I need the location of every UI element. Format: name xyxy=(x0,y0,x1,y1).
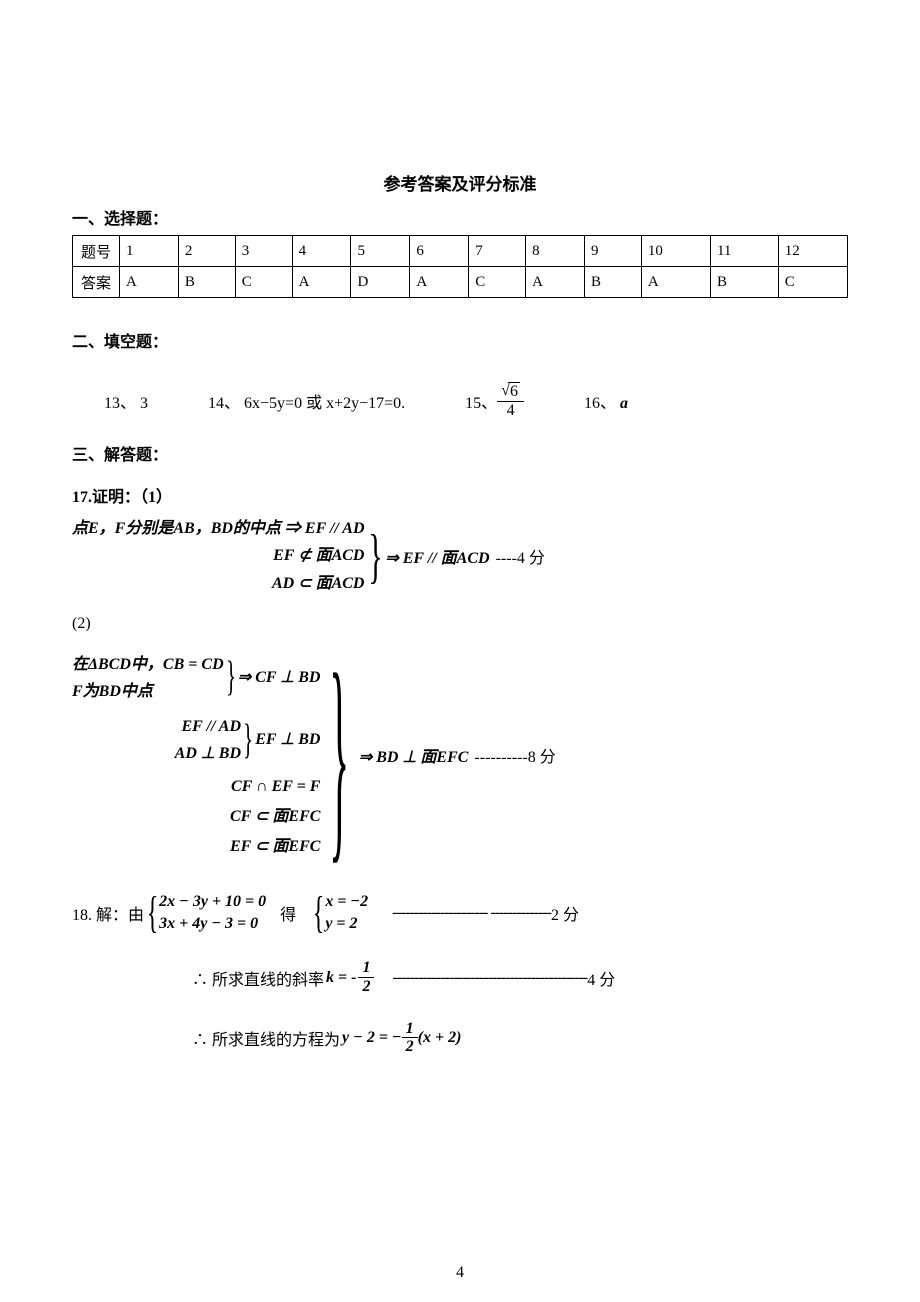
q18-final-pre: ∴ 所求直线的方程为 xyxy=(192,1026,340,1050)
right-brace-icon: } xyxy=(368,532,382,580)
col-header: 1 xyxy=(120,236,179,267)
q18-mid: 得 xyxy=(280,901,296,925)
q18-slope-frac: 1 2 xyxy=(358,959,374,995)
q17-2-c1: CF ∩ EF = F xyxy=(72,772,320,802)
q17-heading: 17.证明：（1） xyxy=(72,483,848,507)
q17-2-b1: EF // AD xyxy=(175,713,241,740)
q17-2-b2: AD ⊥ BD xyxy=(175,740,241,767)
q18-final-frac: 1 2 xyxy=(402,1020,418,1056)
col-header: 6 xyxy=(410,236,469,267)
answer-cell: C xyxy=(469,267,526,298)
answer-cell: C xyxy=(235,267,292,298)
q13-label: 13、 xyxy=(104,395,136,412)
q18-sol2: y = 2 xyxy=(325,913,368,935)
col-header: 4 xyxy=(292,236,351,267)
q17-2-a-concl: ⇒ CF ⊥ BD xyxy=(238,663,321,693)
q18-head: 18. 解：由 xyxy=(72,901,144,925)
q18-sol1: x = −2 xyxy=(325,891,368,913)
q16-value: a xyxy=(620,395,628,412)
q18-score1: 2 分 xyxy=(551,901,579,925)
left-brace-icon: { xyxy=(313,895,325,930)
q18-eq1: 2x − 3y + 10 = 0 xyxy=(159,891,266,913)
answer-cell: B xyxy=(710,267,778,298)
q17-1-proof: 点E，F分别是AB，BD的中点 ⇒ EF // AD EF ⊄ 面ACD AD … xyxy=(72,515,848,597)
answer-cell: B xyxy=(178,267,235,298)
q18-slope-text: ∴ 所求直线的斜率 xyxy=(192,966,324,990)
frac-den: 2 xyxy=(402,1038,418,1056)
answer-cell: A xyxy=(526,267,585,298)
q15-numerator: 6 xyxy=(508,382,520,401)
answer-cell: B xyxy=(584,267,641,298)
q17-2-a2: F为BD中点 xyxy=(72,678,224,705)
q16-label: 16、 xyxy=(584,395,616,412)
score-dash: ----------------------------------------… xyxy=(392,969,587,987)
q17-2-score: ----------8 分 xyxy=(474,743,555,767)
section3-heading: 三、解答题： xyxy=(72,441,848,465)
section1-heading: 一、选择题： xyxy=(72,205,848,229)
frac-num: 1 xyxy=(402,1020,418,1039)
col-header: 3 xyxy=(235,236,292,267)
q14-label: 14、 xyxy=(208,395,240,412)
col-header: 8 xyxy=(526,236,585,267)
answer-table: 题号 1 2 3 4 5 6 7 8 9 10 11 12 答案 A B C A… xyxy=(72,235,848,298)
row-label: 题号 xyxy=(73,236,120,267)
frac-den: 2 xyxy=(358,978,374,996)
fill-answers: 13、 3 14、 6x−5y=0 或 x+2y−17=0. 15、 √6 4 … xyxy=(104,382,848,419)
q15: 15、 √6 4 xyxy=(465,382,524,419)
right-brace-icon: } xyxy=(330,665,350,844)
q18-eq2: 3x + 4y − 3 = 0 xyxy=(159,913,266,935)
score-dash: ---------------------- -------------- xyxy=(392,904,551,922)
q15-label: 15、 xyxy=(465,389,497,413)
q18-block: 18. 解：由 { 2x − 3y + 10 = 0 3x + 4y − 3 =… xyxy=(72,891,848,1056)
right-brace-icon: } xyxy=(226,661,236,695)
row-label: 答案 xyxy=(73,267,120,298)
col-header: 12 xyxy=(778,236,847,267)
q13-value: 3 xyxy=(140,395,148,412)
page-title: 参考答案及评分标准 xyxy=(72,170,848,195)
q18-final-rhs: (x + 2) xyxy=(418,1029,462,1047)
q17-2-proof: 在ΔBCD中，CB = CD F为BD中点 } ⇒ CF ⊥ BD EF // … xyxy=(72,647,848,863)
table-row: 题号 1 2 3 4 5 6 7 8 9 10 11 12 xyxy=(73,236,848,267)
q18-slope-k: k = - xyxy=(326,969,356,987)
q13: 13、 3 xyxy=(104,389,148,413)
right-brace-icon: } xyxy=(243,724,253,758)
q17-2-c2: CF ⊂ 面EFC xyxy=(72,802,320,832)
page-number: 4 xyxy=(0,1264,920,1282)
col-header: 10 xyxy=(641,236,710,267)
q14-value: 6x−5y=0 或 x+2y−17=0. xyxy=(244,395,405,412)
q17-1-line3: AD ⊂ 面ACD xyxy=(72,570,365,597)
section2-heading: 二、填空题： xyxy=(72,328,848,352)
q17-1-line1: 点E，F分别是AB，BD的中点 ⇒ EF // AD xyxy=(72,515,365,542)
q17-2-b-concl: EF ⊥ BD xyxy=(255,725,320,755)
q17-2-heading: (2) xyxy=(72,615,848,633)
q17-2-final: ⇒ BD ⊥ 面EFC xyxy=(359,743,469,767)
col-header: 9 xyxy=(584,236,641,267)
answer-cell: C xyxy=(778,267,847,298)
q18-final-lhs: y − 2 = − xyxy=(342,1029,402,1047)
col-header: 11 xyxy=(710,236,778,267)
col-header: 7 xyxy=(469,236,526,267)
q15-denominator: 4 xyxy=(497,402,524,420)
col-header: 2 xyxy=(178,236,235,267)
q16: 16、 a xyxy=(584,389,628,413)
answer-cell: D xyxy=(351,267,410,298)
q15-fraction: √6 4 xyxy=(497,382,524,419)
q17-1-score: ----4 分 xyxy=(496,544,545,568)
q18-score2: 4 分 xyxy=(587,966,615,990)
q17-2-c3: EF ⊂ 面EFC xyxy=(72,832,320,862)
q17-2-a1: 在ΔBCD中，CB = CD xyxy=(72,651,224,678)
answer-cell: A xyxy=(410,267,469,298)
answer-cell: A xyxy=(641,267,710,298)
q17-1-conclusion: ⇒ EF // 面ACD xyxy=(385,544,489,568)
frac-num: 1 xyxy=(358,959,374,978)
answer-cell: A xyxy=(120,267,179,298)
table-row: 答案 A B C A D A C A B A B C xyxy=(73,267,848,298)
answer-cell: A xyxy=(292,267,351,298)
q14: 14、 6x−5y=0 或 x+2y−17=0. xyxy=(208,389,405,413)
left-brace-icon: { xyxy=(147,895,159,930)
col-header: 5 xyxy=(351,236,410,267)
q17-1-line2: EF ⊄ 面ACD xyxy=(72,542,365,569)
